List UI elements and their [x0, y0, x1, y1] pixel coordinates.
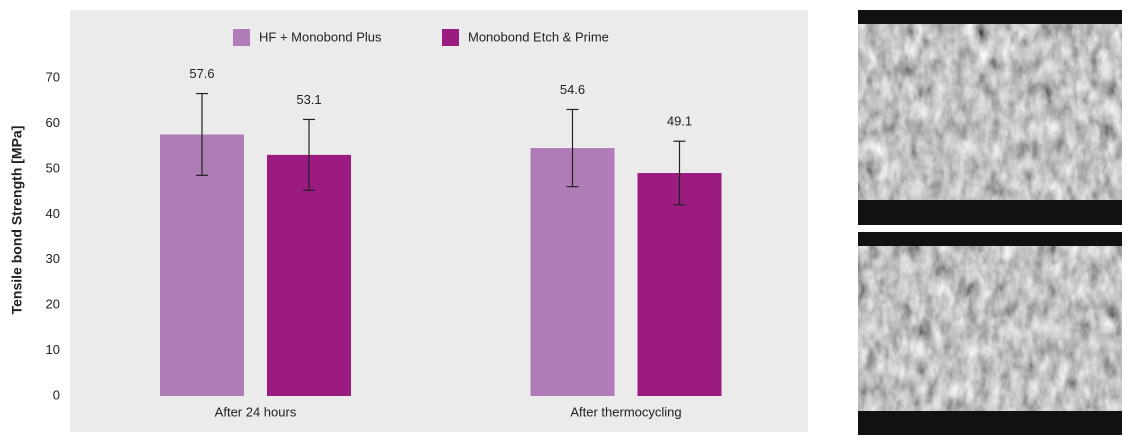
x-tick-label: After 24 hours	[215, 404, 297, 419]
y-tick-label: 40	[46, 206, 60, 221]
y-tick-label: 10	[46, 342, 60, 357]
value-label: 53.1	[296, 92, 321, 107]
legend-swatch	[442, 29, 459, 46]
error-bar	[566, 108, 579, 188]
micrograph-top	[858, 10, 1122, 225]
error-bar	[303, 118, 315, 191]
y-tick-label: 30	[46, 251, 60, 266]
value-label: 49.1	[667, 114, 692, 129]
y-tick-label: 0	[53, 387, 60, 402]
y-axis-title: Tensile bond Strength [MPa]	[9, 126, 25, 315]
bar	[530, 148, 615, 396]
value-label: 54.6	[560, 82, 585, 97]
bar	[637, 173, 722, 396]
legend-label: HF + Monobond Plus	[259, 29, 382, 44]
legend-swatch	[233, 29, 250, 46]
y-tick-label: 70	[46, 70, 60, 85]
error-bar	[196, 92, 208, 176]
bar	[267, 154, 351, 396]
value-label: 57.6	[189, 66, 214, 81]
y-tick-label: 20	[46, 297, 60, 312]
x-tick-label: After thermocycling	[570, 404, 681, 419]
y-tick-label: 50	[46, 160, 60, 175]
y-tick-label: 60	[46, 115, 60, 130]
legend-label: Monobond Etch & Prime	[468, 29, 609, 44]
micrograph-bottom	[858, 232, 1122, 435]
bar	[160, 134, 244, 397]
error-bar	[673, 140, 686, 206]
